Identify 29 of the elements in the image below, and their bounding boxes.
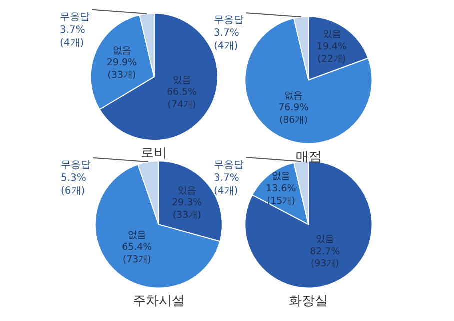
text: 주차시설: [133, 294, 185, 309]
data-label: 3.7% (4개): [214, 28, 240, 52]
slice-label: 있음: [173, 74, 191, 86]
data-label: 3.7% (4개): [214, 173, 240, 197]
slice-label: 없음: [272, 171, 290, 182]
slice-label: 있음: [322, 29, 341, 40]
text: 로비: [141, 146, 167, 161]
slice-label: 무응답: [60, 12, 90, 23]
data-label: 29.9% (33개): [106, 58, 138, 82]
text: 화장실: [289, 294, 328, 309]
slice-label: 없음: [128, 230, 146, 241]
data-label: 65.4% (73개): [122, 242, 152, 266]
data-label: 76.9% (86개): [278, 102, 309, 126]
slice-label: 없음: [112, 45, 131, 56]
slice-label: 무응답: [61, 160, 91, 171]
data-label: 13.6% (15개): [266, 184, 296, 207]
slice-label: 무응답: [214, 15, 244, 26]
text: 매점: [296, 150, 322, 165]
slice-label: 있음: [316, 234, 334, 245]
data-label: 5.3% (6개): [61, 173, 86, 197]
slice-label: 있음: [178, 185, 196, 196]
data-label: 29.3% (33개): [172, 198, 202, 221]
data-label: 66.5% (74개): [166, 87, 198, 110]
data-label: 3.7% (4개): [60, 25, 86, 49]
data-label: 19.4% (22개): [316, 41, 347, 65]
slice-label: 무응답: [214, 160, 244, 171]
pie-slice: [244, 18, 373, 144]
slice-label: 없음: [284, 90, 303, 102]
data-label: 82.7% (93개): [310, 246, 340, 270]
